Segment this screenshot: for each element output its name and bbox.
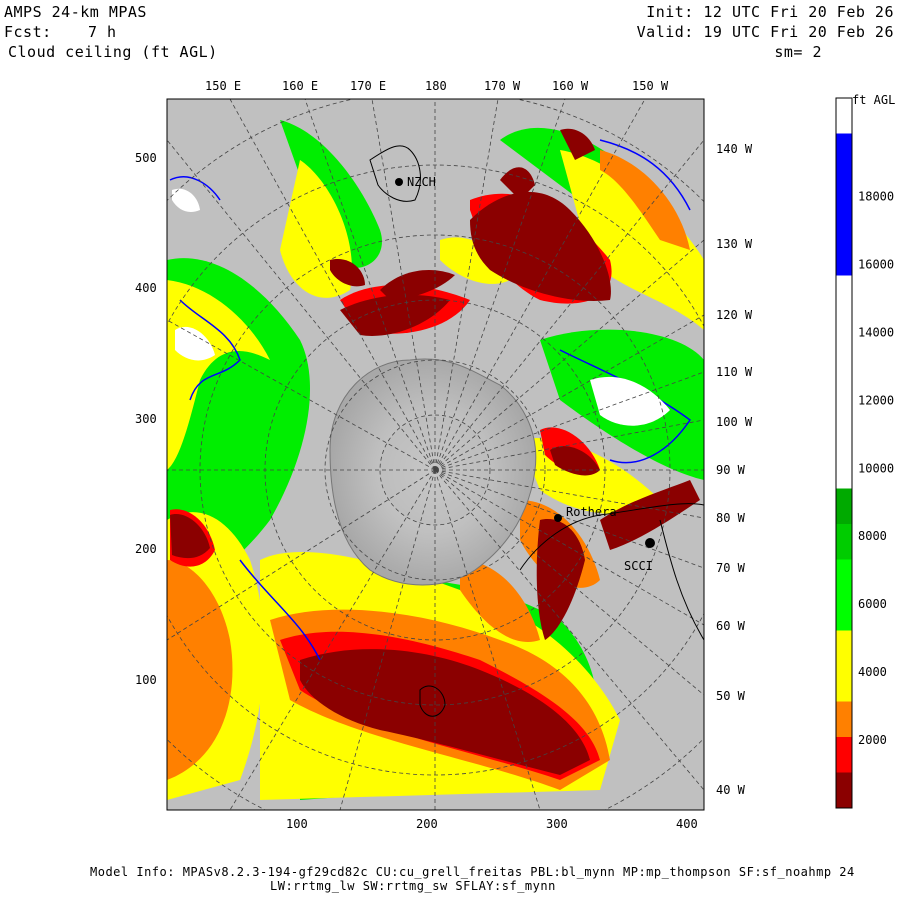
colorbar-tick-label: 16000 [858,257,894,271]
white-ceiling-areas [172,188,670,426]
y-tick-label: 200 [135,542,157,556]
colorbar-segment [836,737,852,773]
colorbar-segment [836,559,852,596]
valid-time: Valid: 19 UTC Fri 20 Feb 26 [636,23,894,41]
colorbar-segment [836,240,852,276]
colorbar-tick-labels: 2000 4000 6000 8000 10000 12000 14000 16000 1800… [858,190,894,748]
colorbar-segment [836,630,852,667]
colorbar-tick-label: 10000 [858,461,894,475]
colorbar-segment [836,595,852,631]
graticule [167,99,704,810]
model-title: AMPS 24-km MPAS [4,3,147,21]
station-markers: NZCH Rothera SCCI [395,175,655,573]
station-label-rothera: Rothera [566,505,617,519]
colorbar-segment [836,666,852,702]
lon-label: 100 W [716,415,753,429]
lon-label: 110 W [716,365,753,379]
colorbar-segment [836,311,852,347]
colorbar-segment [836,524,852,560]
map-frame [166,98,705,811]
field-name: Cloud ceiling (ft AGL) [8,43,218,61]
forecast-label: Fcst: [4,23,52,41]
y-axis-ticks: 100 200 300 400 500 [135,151,157,687]
station-label-nzch: NZCH [407,175,436,189]
colorbar-segment [836,275,852,312]
init-time: Init: 12 UTC Fri 20 Feb 26 [646,3,894,21]
model-info-line1: Model Info: MPASv8.2.3-194-gf29cd82c CU:… [90,865,855,879]
colorbar-tick-label: 8000 [858,529,887,543]
colorbar-tick-label: 12000 [858,393,894,407]
lon-label: 160 E [282,79,318,93]
x-tick-label: 200 [416,817,438,831]
colorbar-segment [836,701,852,738]
colorbar-segment [836,417,852,454]
y-tick-label: 300 [135,412,157,426]
lon-label: 60 W [716,619,746,633]
smoothing-label: sm= 2 [774,43,822,61]
y-tick-label: 500 [135,151,157,165]
colorbar-segment [836,204,852,241]
right-lon-labels: 140 W 130 W 120 W 110 W 100 W 90 W 80 W … [716,142,753,797]
colorbar-segment [836,133,852,170]
forecast-hours: 7 h [88,23,117,41]
x-tick-label: 100 [286,817,308,831]
lon-label: 180 [425,79,447,93]
x-tick-label: 300 [546,817,568,831]
lon-label: 90 W [716,463,746,477]
lon-label: 150 E [205,79,241,93]
colorbar-segment [836,488,852,525]
colorbar-tick-label: 2000 [858,733,887,747]
lon-label: 70 W [716,561,746,575]
colorbar-segment [836,98,852,134]
colorbar-segment [836,772,852,809]
model-info-line2: LW:rrtmg_lw SW:rrtmg_sw SFLAY:sf_mynn [270,879,556,893]
lon-label: 160 W [552,79,589,93]
lon-label: 150 W [632,79,669,93]
colorbar-tick-label: 14000 [858,325,894,339]
colorbar-tick-label: 4000 [858,665,887,679]
lon-label: 50 W [716,689,746,703]
colorbar-tick-label: 6000 [858,597,887,611]
station-label-scci: SCCI [624,559,653,573]
colorbar-unit: ft AGL [852,93,895,107]
colorbar-segment [836,169,852,205]
lon-label: 140 W [716,142,753,156]
lon-label: 170 W [484,79,521,93]
x-axis-ticks: 100 200 300 400 [286,817,698,831]
lon-label: 80 W [716,511,746,525]
station-dot-nzch [395,178,403,186]
colorbar-frame [835,97,853,809]
colorbar-segment [836,453,852,489]
lon-label: 170 E [350,79,386,93]
coastlines [369,145,704,717]
y-tick-label: 400 [135,281,157,295]
x-tick-label: 400 [676,817,698,831]
colorbar-segment [836,382,852,418]
station-dot-scci [645,538,655,548]
station-dot-rothera [554,514,562,522]
colorbar-tick-label: 18000 [858,190,894,204]
lon-label: 120 W [716,308,753,322]
map-field [167,99,704,810]
blue-contours [169,139,692,661]
lon-label: 40 W [716,783,746,797]
y-tick-label: 100 [135,673,157,687]
colorbar-segment [836,346,852,383]
top-lon-labels: 150 E 160 E 170 E 180 170 W 160 W 150 W [205,79,669,93]
darkred-ceiling-areas [170,128,700,775]
lon-label: 130 W [716,237,753,251]
colorbar [835,97,853,809]
